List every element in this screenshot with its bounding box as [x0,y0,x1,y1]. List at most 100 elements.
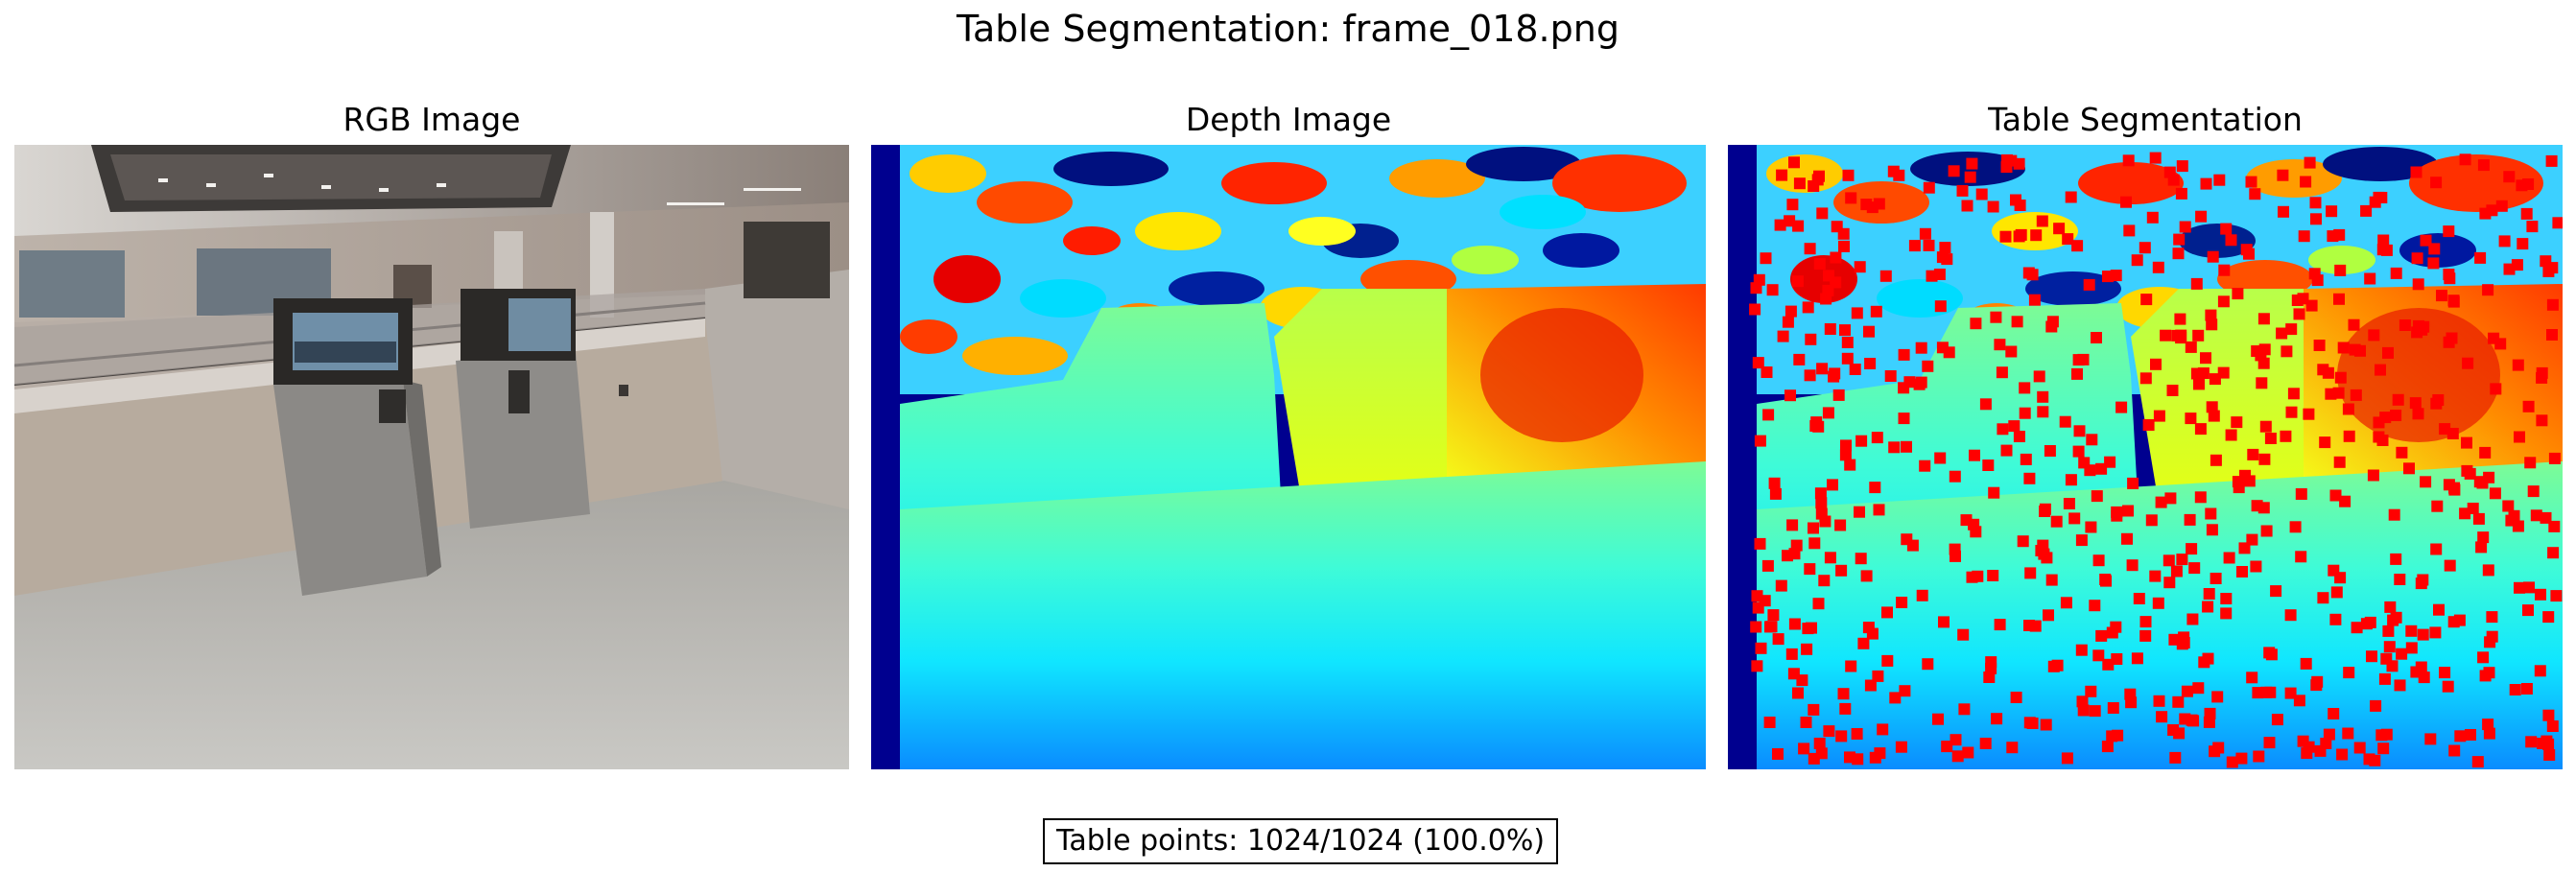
table-point [2360,618,2373,630]
table-point [2126,559,2139,572]
table-point [2186,613,2199,625]
table-point [2375,729,2388,742]
table-point [2486,611,2498,624]
table-point [2483,727,2495,740]
table-point [2363,753,2375,766]
table-point [1889,692,1902,704]
table-point [2329,489,2342,502]
table-point [1923,239,1935,251]
table-point [1934,452,1947,464]
table-point [1766,284,1779,296]
table-point [2284,687,2297,699]
table-point [2172,695,2185,708]
table-point [2125,696,2138,709]
table-point [2142,419,2155,431]
table-point [2153,410,2165,422]
table-point [1903,376,1916,389]
table-point [1879,270,1892,282]
table-point [1871,432,1883,444]
table-point [2412,408,2424,420]
table-point [2213,174,2226,186]
table-point [1818,575,1831,587]
table-point [2342,727,2354,740]
table-point [2077,353,2090,365]
table-point [2037,406,2049,418]
table-point [2013,431,2025,442]
table-point [2160,329,2172,342]
table-point [1788,156,1800,169]
table-point [2150,358,2162,370]
table-point [1835,564,1848,577]
table-point [2023,472,2036,484]
table-point [2459,507,2471,520]
table-point [2459,153,2471,166]
table-point [2092,649,2105,662]
table-point [2175,187,2187,200]
table-point [2535,588,2546,601]
table-point [2185,341,2197,353]
table-point [1812,420,1825,433]
table-point [2375,364,2386,376]
table-point [1855,553,1867,565]
table-point [2495,200,2508,212]
table-point [1750,621,1762,633]
table-point [1990,311,2002,323]
table-point [1839,449,1852,461]
table-point [2176,160,2188,173]
table-point [1792,687,1804,699]
table-point [2520,207,2533,220]
table-point [2429,626,2442,639]
table-point [2131,254,2143,267]
table-point [2382,625,2395,637]
table-point [1964,171,1976,183]
table-point [2020,453,2032,465]
table-point [2436,290,2447,302]
table-point [2536,366,2548,379]
table-point [1849,364,1861,375]
table-point [1835,730,1848,742]
table-point [2514,431,2525,443]
table-point [1961,200,1973,212]
table-point [1828,370,1840,383]
table-point [2163,577,2176,589]
table-point [2382,346,2394,359]
table-point [2334,371,2347,384]
table-point [1834,519,1847,531]
table-point [2005,154,2018,167]
table-point [1784,215,1796,227]
table-point [1938,616,1950,628]
table-point [2424,733,2437,745]
table-point [1916,589,1928,601]
table-point [1939,242,1951,254]
table-point [2019,407,2031,419]
table-point [2327,230,2339,243]
table-point [2304,156,2316,169]
table-point [1932,713,1944,725]
table-point [2112,729,2124,742]
table-point [2255,349,2267,362]
table-point [2091,490,2103,503]
table-point [2377,234,2390,247]
table-point [1997,423,2009,436]
table-point [1768,477,1781,489]
table-point [1983,672,1996,683]
table-point [2106,626,2118,639]
table-point [2350,389,2362,401]
table-point [2190,277,2203,290]
table-point [2430,543,2443,555]
table-point [1830,251,1842,264]
table-point [1751,660,1763,672]
table-point [2443,269,2455,281]
table-point [2173,727,2186,740]
table-point [2220,223,2233,235]
table-point [2548,520,2561,532]
table-point [2065,474,2077,486]
table-point [2428,243,2441,255]
table-point [2311,675,2324,688]
table-point [2149,152,2162,164]
table-point [2384,601,2397,613]
table-point [2525,736,2538,748]
table-point [1869,482,1881,494]
table-point [2247,448,2259,460]
table-point [2409,397,2422,410]
